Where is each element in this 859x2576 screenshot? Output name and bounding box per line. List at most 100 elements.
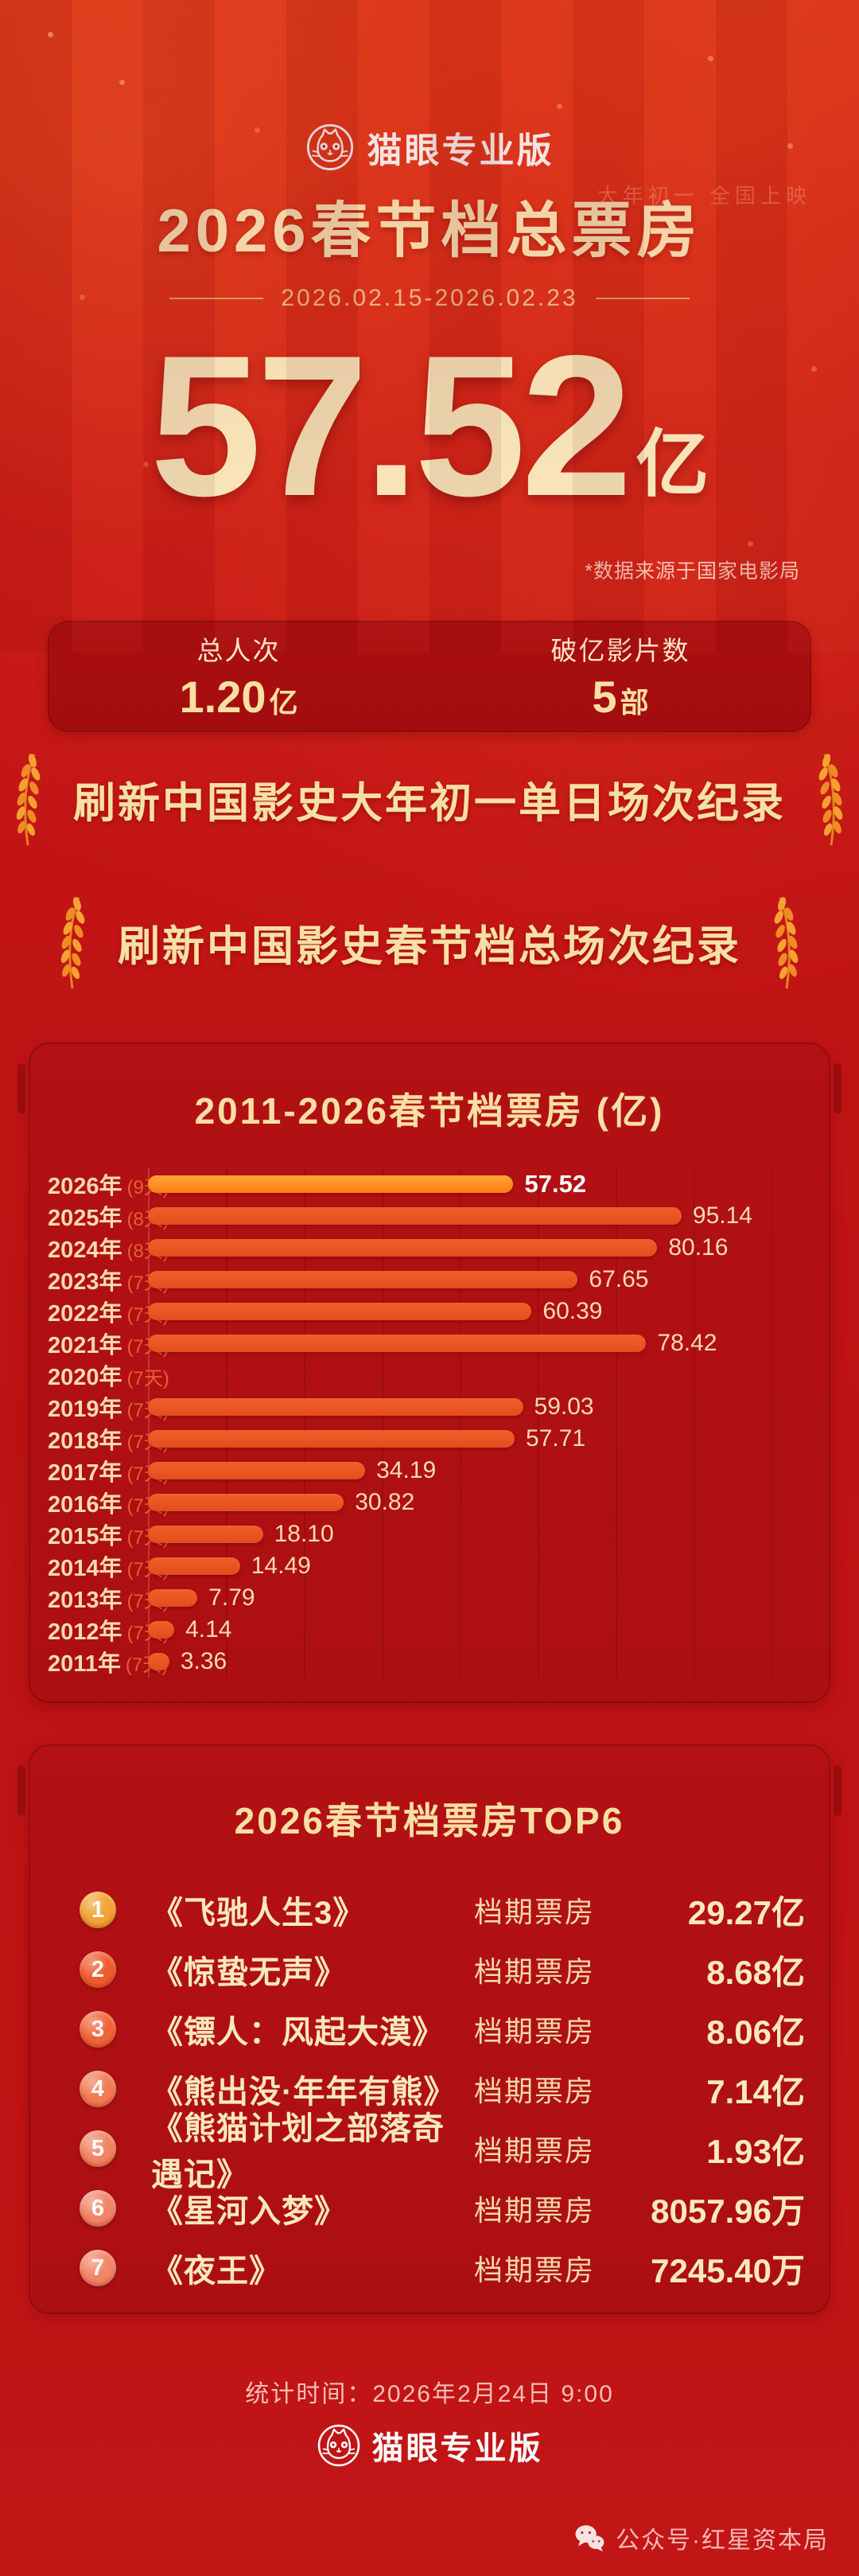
- footer-brand-logo: 猫眼专业版: [317, 2418, 543, 2473]
- data-source-note: *数据来源于国家电影局: [585, 559, 800, 583]
- bar-year-label: 2020年: [48, 1364, 122, 1390]
- bar-value-label: 18.10: [274, 1520, 334, 1547]
- page-title: 2026春节档总票房: [157, 197, 702, 265]
- bar: [148, 1302, 532, 1320]
- bar-year-label: 2026年: [48, 1173, 122, 1199]
- rank-badge: 4: [80, 2071, 116, 2108]
- wheat-ear-icon: [818, 754, 843, 846]
- rank-badge: 1: [80, 1892, 116, 1929]
- bar-row: 2016年 (7天) 30.82: [29, 1487, 830, 1518]
- bar: [148, 1652, 169, 1670]
- bar-year-label: 2014年: [48, 1555, 122, 1581]
- stat-value: 1.20: [179, 672, 266, 723]
- bar-value-label: 7.79: [208, 1584, 255, 1611]
- stat-label: 破亿影片数: [550, 636, 690, 666]
- bar-area: 34.19: [148, 1457, 752, 1484]
- movie-boxoffice-value: 8057.96万: [651, 2192, 805, 2230]
- bar-row-label: 2013年 (7天): [48, 1581, 169, 1615]
- movie-title: 《飞驰人生3》: [151, 1896, 366, 1931]
- bar-year-label: 2017年: [48, 1459, 122, 1486]
- bar-row: 2012年 (7天) 4.14: [29, 1614, 830, 1646]
- watermark-text: 公众号·红星资本局: [616, 2527, 829, 2554]
- bar-row-label: 2014年 (7天): [48, 1549, 169, 1583]
- movie-boxoffice-value: 8.68亿: [706, 1953, 805, 1991]
- bar-row: 2024年 (8天) 80.16: [29, 1232, 830, 1264]
- rank-badge: 5: [80, 2130, 116, 2168]
- bar-row-label: 2015年 (7天): [48, 1518, 169, 1551]
- wheat-ear-icon: [774, 897, 799, 989]
- bar-area: 18.10: [148, 1521, 752, 1548]
- bar-year-label: 2023年: [48, 1269, 122, 1295]
- wheat-ear-icon: [16, 754, 41, 846]
- confetti-decoration: [48, 32, 53, 37]
- bar-year-label: 2022年: [48, 1300, 122, 1327]
- stats-timestamp: 统计时间：2026年2月24日 9:00: [245, 2380, 614, 2407]
- top-list-row: 5 《熊猫计划之部落奇遇记》 档期票房 1.93亿: [29, 2111, 830, 2192]
- bar-row-label: 2016年 (7天): [48, 1486, 169, 1519]
- bar-area: 59.03: [148, 1393, 752, 1421]
- bar-value-label: 59.03: [534, 1393, 594, 1420]
- bar-year-label: 2016年: [48, 1491, 122, 1518]
- top-list-rows: 1 《飞驰人生3》 档期票房 29.27亿 2 《惊蛰无声》 档期票房 8.68…: [29, 1880, 830, 2298]
- movie-title: 《惊蛰无声》: [151, 1955, 347, 1991]
- top-list-row: 7 《夜王》 档期票房 7245.40万: [29, 2239, 830, 2298]
- bar-value-label: 57.71: [526, 1424, 586, 1452]
- bar-row-label: 2018年 (7天): [48, 1422, 169, 1456]
- bar-value-label: 4.14: [185, 1615, 232, 1643]
- bar: [148, 1588, 198, 1607]
- bar-row-label: 2024年 (8天): [48, 1231, 169, 1265]
- bar: [148, 1525, 263, 1543]
- date-line-right: [595, 298, 690, 299]
- movie-title: 《夜王》: [151, 2254, 282, 2290]
- stat-unit: 部: [620, 686, 649, 719]
- bar-row-label: 2019年 (7天): [48, 1390, 169, 1424]
- bar: [148, 1206, 682, 1225]
- movie-boxoffice-value: 7.14亿: [706, 2072, 805, 2110]
- bar-value-label: 34.19: [376, 1456, 437, 1483]
- bar-area: 95.14: [148, 1202, 752, 1230]
- bar: [148, 1620, 175, 1639]
- brand-name: 猫眼专业版: [371, 2430, 543, 2466]
- maoyan-cat-icon: [306, 123, 353, 171]
- bar-row: 2021年 (7天) 78.42: [29, 1327, 830, 1359]
- wechat-icon: [575, 2525, 604, 2552]
- bar-year-label: 2025年: [48, 1205, 122, 1231]
- bar-year-label: 2018年: [48, 1428, 122, 1454]
- top-list-row: 6 《星河入梦》 档期票房 8057.96万: [29, 2179, 830, 2239]
- bar-value-label: 95.14: [692, 1202, 752, 1229]
- top-list-row: 4 《熊出没·年年有熊》 档期票房 7.14亿: [29, 2060, 830, 2119]
- period-boxoffice-label: 档期票房: [474, 2075, 596, 2108]
- period-boxoffice-label: 档期票房: [474, 1896, 596, 1929]
- bar-year-label: 2019年: [48, 1396, 122, 1422]
- period-boxoffice-label: 档期票房: [474, 2194, 596, 2227]
- bar-row: 2014年 (7天) 14.49: [29, 1550, 830, 1582]
- bar: [148, 1493, 344, 1511]
- bar-row: 2017年 (7天) 34.19: [29, 1455, 830, 1487]
- top-list-title: 2026春节档票房TOP6: [234, 1799, 625, 1841]
- stat-label: 总人次: [196, 636, 281, 666]
- record-banner-2: 刷新中国影史春节档总场次纪录: [54, 897, 805, 989]
- bar-value-label: 67.65: [589, 1265, 649, 1292]
- bar-year-label: 2012年: [48, 1619, 122, 1645]
- boxoffice-history-chart: 2011-2026春节档票房 (亿) 2026年 (9天) 57.52 2025…: [17, 1042, 842, 1703]
- movie-title: 《熊出没·年年有熊》: [151, 2075, 457, 2110]
- bar-area: 30.82: [148, 1489, 752, 1516]
- bar-row: 2025年 (8天) 95.14: [29, 1200, 830, 1232]
- record-text: 刷新中国影史春节档总场次纪录: [118, 922, 741, 970]
- watermark: 公众号·红星资本局: [573, 2520, 829, 2555]
- stats-box: 总人次 1.20 亿 破亿影片数 5 部: [48, 620, 811, 732]
- bar-row: 2026年 (9天) 57.52: [29, 1168, 830, 1200]
- bar-row-label: 2020年 (7天): [48, 1358, 169, 1392]
- movie-title: 《镖人：风起大漠》: [151, 2015, 445, 2051]
- brand-name: 猫眼专业版: [367, 131, 554, 170]
- bar-year-label: 2011年: [48, 1650, 121, 1677]
- bar-row-label: 2021年 (7天): [48, 1327, 169, 1360]
- wheat-ear-icon: [60, 897, 85, 989]
- bar: [148, 1334, 647, 1352]
- bar: [148, 1175, 514, 1193]
- movie-boxoffice-value: 29.27亿: [687, 1893, 805, 1931]
- record-banner-1: 刷新中国影史大年初一单日场次纪录: [10, 754, 849, 846]
- date-range: 2026.02.15-2026.02.23: [281, 285, 578, 311]
- period-boxoffice-label: 档期票房: [474, 2134, 596, 2168]
- period-boxoffice-label: 档期票房: [474, 1955, 596, 1989]
